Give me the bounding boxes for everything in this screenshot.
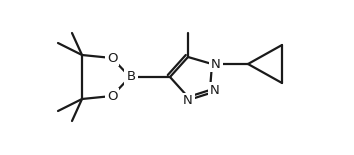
Text: O: O xyxy=(107,89,117,102)
Text: N: N xyxy=(183,95,193,108)
Text: B: B xyxy=(126,71,136,84)
Text: O: O xyxy=(107,51,117,64)
Text: N: N xyxy=(210,84,220,97)
Text: N: N xyxy=(211,58,221,71)
